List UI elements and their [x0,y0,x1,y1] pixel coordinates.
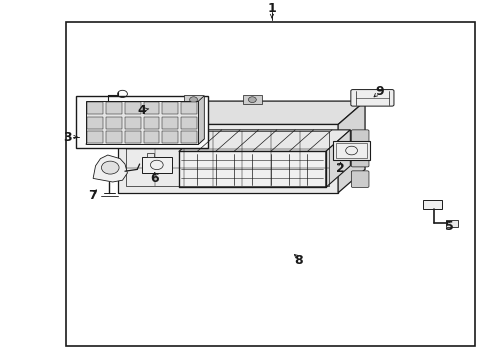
Bar [87,131,103,143]
Bar [162,117,178,129]
Polygon shape [93,155,127,182]
Bar [87,102,103,114]
Bar [106,117,122,129]
Text: 6: 6 [150,172,159,185]
Bar [125,117,141,129]
Bar [142,157,172,173]
Polygon shape [118,101,365,125]
Bar [144,117,159,129]
Bar [87,117,103,129]
Text: 5: 5 [445,220,454,233]
Polygon shape [179,130,350,152]
Bar [162,131,178,143]
Circle shape [101,161,119,174]
Bar [181,102,197,114]
Bar [144,131,159,143]
Bar [106,131,122,143]
Bar [125,131,141,143]
Text: 8: 8 [294,253,303,266]
Circle shape [248,97,256,103]
Text: 4: 4 [138,104,147,117]
Polygon shape [338,101,365,193]
Bar [423,200,442,209]
Bar [181,131,197,143]
Bar [333,141,370,161]
Bar [184,95,203,104]
Bar [336,143,367,158]
Circle shape [190,97,197,103]
Polygon shape [179,152,326,188]
Bar [76,96,208,148]
FancyBboxPatch shape [351,171,369,188]
Text: 1: 1 [268,2,276,15]
Bar [106,102,122,114]
Text: 3: 3 [63,131,72,144]
Bar [66,22,475,346]
FancyBboxPatch shape [351,130,369,147]
Text: 9: 9 [375,85,384,98]
Bar [181,117,197,129]
FancyBboxPatch shape [351,150,369,167]
Bar [446,220,458,227]
Bar [147,153,154,157]
Polygon shape [198,96,204,144]
FancyBboxPatch shape [351,90,394,106]
Text: 7: 7 [88,189,97,202]
Polygon shape [86,101,198,144]
Polygon shape [326,130,350,188]
Text: 2: 2 [336,162,345,175]
Polygon shape [118,125,338,193]
Bar [243,95,262,104]
Bar [144,102,159,114]
Bar [125,102,141,114]
Polygon shape [86,139,204,144]
Bar [162,102,178,114]
